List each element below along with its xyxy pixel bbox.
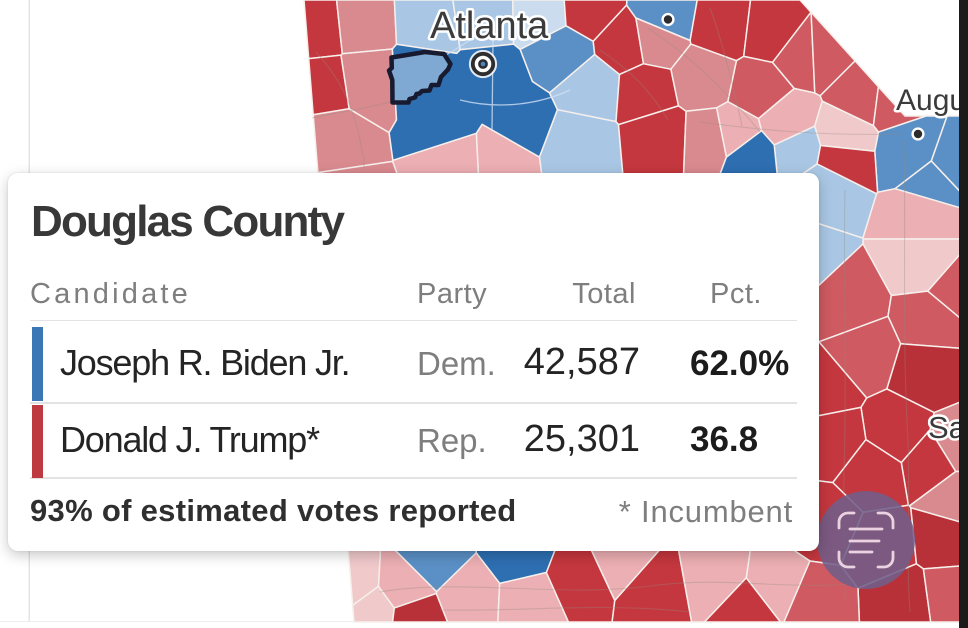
svg-text:Augusta: Augusta xyxy=(896,84,968,117)
svg-text:Atlanta: Atlanta xyxy=(430,5,549,47)
